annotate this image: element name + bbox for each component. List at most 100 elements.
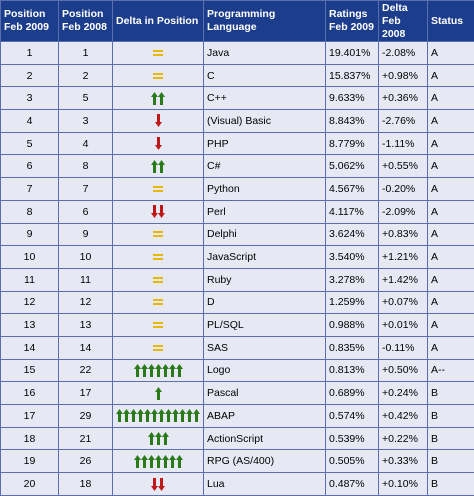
status: A	[427, 177, 474, 201]
rating-delta: +0.83%	[378, 222, 428, 247]
delta-cell	[112, 267, 204, 292]
header-cell: Status	[427, 0, 474, 42]
delta-icons	[116, 363, 200, 377]
language: Logo	[203, 358, 326, 383]
position-2009: 3	[0, 86, 59, 111]
delta-icon	[151, 409, 158, 423]
language: C++	[203, 86, 326, 111]
header-row: Position Feb 2009 Position Feb 2008 Delta …	[0, 0, 474, 42]
rating: 4.117%	[325, 199, 379, 224]
language: ActionScript	[203, 426, 326, 451]
position-2008: 21	[58, 426, 113, 451]
table-row: 7 7 Python 4.567% -0.20% A	[0, 177, 474, 201]
rating-delta: -0.11%	[378, 335, 428, 360]
delta-icons	[116, 159, 200, 173]
rating-delta: -2.09%	[378, 199, 428, 224]
rating: 9.633%	[325, 86, 379, 111]
delta-icon	[161, 454, 169, 468]
status: A	[427, 267, 474, 292]
language: Delphi	[203, 222, 326, 247]
delta-icons	[116, 386, 200, 400]
delta-icon	[161, 432, 169, 446]
status: A	[427, 131, 474, 156]
position-2009: 18	[0, 426, 59, 451]
delta-icon	[158, 159, 165, 173]
delta-cell	[112, 313, 204, 337]
delta-icons	[116, 477, 200, 491]
position-2009: 4	[0, 109, 59, 133]
status: A	[427, 290, 474, 315]
delta-icon	[158, 409, 165, 423]
rating: 8.779%	[325, 131, 379, 156]
status: A	[427, 335, 474, 360]
delta-icon	[153, 185, 163, 192]
rating: 5.062%	[325, 154, 379, 179]
delta-cell	[112, 245, 204, 269]
language: Ruby	[203, 267, 326, 292]
position-2009: 6	[0, 154, 59, 179]
position-2008: 7	[58, 177, 113, 201]
delta-icon	[186, 409, 193, 423]
language: SAS	[203, 335, 326, 360]
delta-icon	[133, 454, 141, 468]
rating: 3.540%	[325, 245, 379, 269]
delta-icon	[151, 477, 158, 491]
delta-icons	[116, 229, 200, 239]
language: (Visual) Basic	[203, 109, 326, 133]
language: Pascal	[203, 381, 326, 405]
table-row: 5 4 PHP 8.779% -1.11% A	[0, 131, 474, 156]
status: B	[427, 449, 474, 474]
rating-delta: +0.50%	[378, 358, 428, 383]
delta-cell	[112, 154, 204, 179]
table-row: 19 26 RPG (AS/400) 0.505% +0.33% B	[0, 449, 474, 474]
rating-delta: +0.98%	[378, 63, 428, 88]
delta-cell	[112, 199, 204, 224]
delta-icons	[116, 275, 200, 285]
delta-icons	[116, 320, 200, 330]
delta-icon	[151, 91, 158, 105]
delta-icon	[158, 205, 165, 219]
position-2009: 20	[0, 472, 59, 496]
rating: 15.837%	[325, 63, 379, 88]
language: Perl	[203, 199, 326, 224]
delta-icons	[116, 114, 200, 128]
delta-icon	[154, 114, 162, 128]
delta-icon	[133, 363, 141, 377]
rating-delta: +0.10%	[378, 472, 428, 496]
header-cell: Delta in Position	[112, 0, 204, 42]
table-row: 15 22 Logo 0.813% +0.50% A--	[0, 358, 474, 383]
rating: 19.401%	[325, 41, 379, 65]
position-2009: 14	[0, 335, 59, 360]
table-row: 3 5 C++ 9.633% +0.36% A	[0, 86, 474, 111]
delta-icon	[158, 477, 165, 491]
delta-icon	[144, 409, 151, 423]
delta-icon	[130, 409, 137, 423]
delta-icons	[116, 252, 200, 262]
delta-icon	[147, 454, 155, 468]
delta-icons	[116, 184, 200, 194]
delta-icon	[168, 454, 176, 468]
position-2008: 2	[58, 63, 113, 88]
delta-icon	[154, 432, 162, 446]
delta-icon	[154, 363, 162, 377]
position-2008: 18	[58, 472, 113, 496]
delta-icon	[154, 137, 162, 151]
position-2008: 11	[58, 267, 113, 292]
delta-icon	[175, 363, 183, 377]
position-2008: 4	[58, 131, 113, 156]
rating-delta: -2.08%	[378, 41, 428, 65]
position-2008: 8	[58, 154, 113, 179]
delta-icon	[153, 299, 163, 306]
position-2009: 11	[0, 267, 59, 292]
position-2009: 17	[0, 404, 59, 428]
status: A	[427, 109, 474, 133]
position-2008: 3	[58, 109, 113, 133]
position-2009: 10	[0, 245, 59, 269]
position-2009: 12	[0, 290, 59, 315]
header-cell: Programming Language	[203, 0, 326, 42]
position-2008: 6	[58, 199, 113, 224]
rating: 0.487%	[325, 472, 379, 496]
table-row: 18 21 ActionScript 0.539% +0.22% B	[0, 426, 474, 451]
table-row: 20 18 Lua 0.487% +0.10% B	[0, 472, 474, 496]
delta-cell	[112, 358, 204, 383]
